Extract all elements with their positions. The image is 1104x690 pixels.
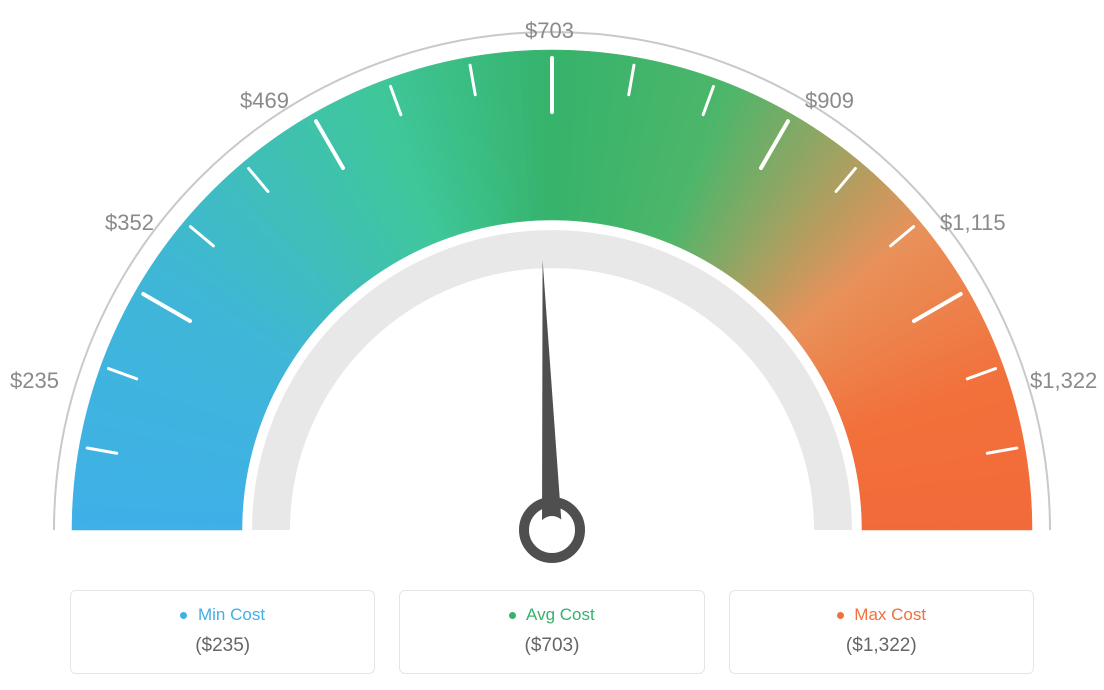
legend-card-min: Min Cost ($235) [70, 590, 375, 674]
gauge-tick-label: $469 [240, 88, 289, 114]
cost-gauge-chart: $235 $352 $469 $703 $909 $1,115 $1,322 Min Cos… [0, 0, 1104, 690]
legend-label: Min Cost [198, 605, 265, 624]
gauge-tick-label: $909 [805, 88, 854, 114]
gauge-svg [0, 0, 1104, 570]
legend-value: ($235) [81, 635, 364, 657]
gauge-tick-label: $1,115 [940, 210, 1006, 236]
gauge-tick-label: $352 [105, 210, 154, 236]
legend-title-avg: Avg Cost [410, 605, 693, 625]
gauge-tick-label: $703 [525, 18, 574, 44]
legend-title-max: Max Cost [740, 605, 1023, 625]
dot-icon [837, 612, 844, 619]
legend-label: Avg Cost [526, 605, 595, 624]
legend-row: Min Cost ($235) Avg Cost ($703) Max Cost… [70, 590, 1034, 674]
legend-label: Max Cost [854, 605, 926, 624]
legend-card-max: Max Cost ($1,322) [729, 590, 1034, 674]
legend-value: ($703) [410, 635, 693, 657]
gauge-tick-label: $1,322 [1030, 368, 1097, 394]
dot-icon [180, 612, 187, 619]
legend-title-min: Min Cost [81, 605, 364, 625]
gauge-area: $235 $352 $469 $703 $909 $1,115 $1,322 [0, 0, 1104, 570]
legend-card-avg: Avg Cost ($703) [399, 590, 704, 674]
legend-value: ($1,322) [740, 635, 1023, 657]
dot-icon [509, 612, 516, 619]
gauge-tick-label: $235 [10, 368, 59, 394]
